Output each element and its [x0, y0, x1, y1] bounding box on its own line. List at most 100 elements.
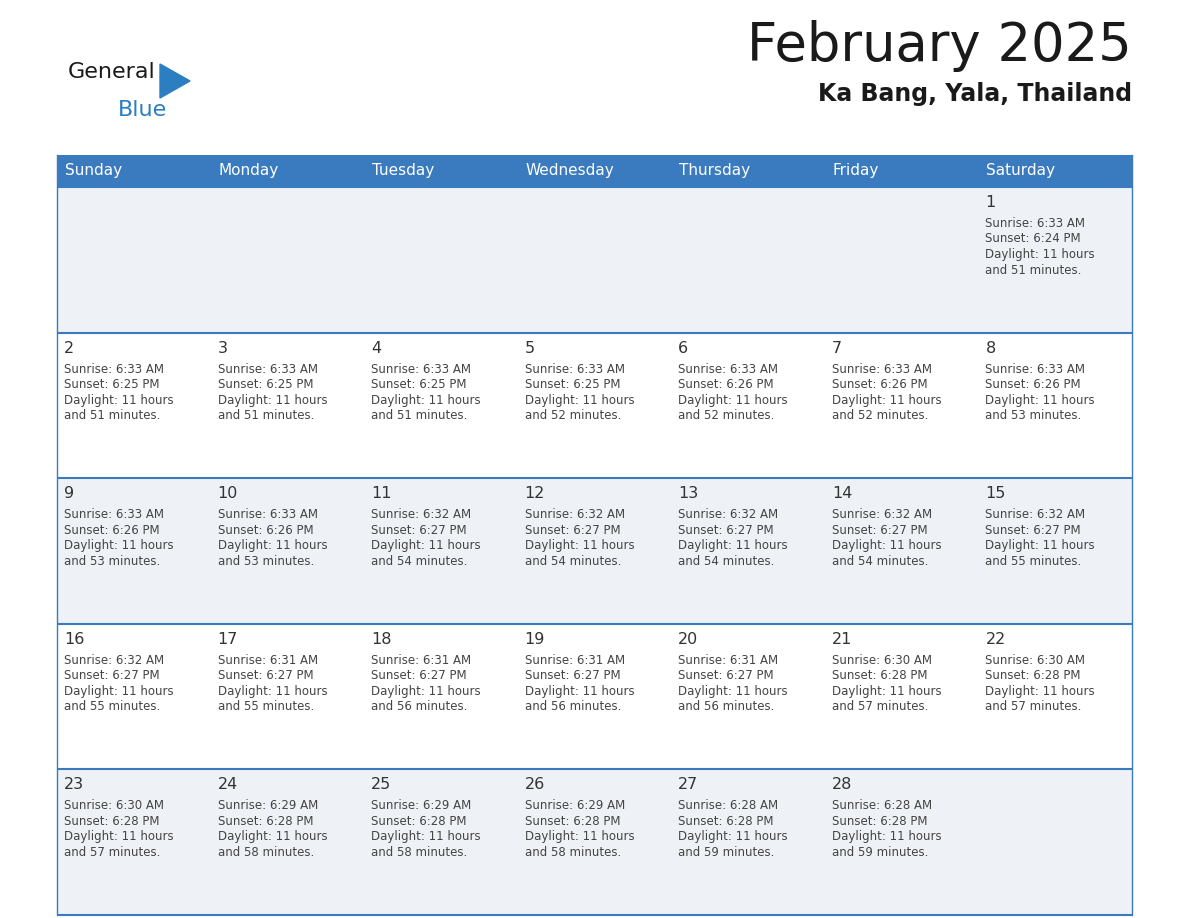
Text: and 54 minutes.: and 54 minutes.: [525, 554, 621, 567]
Bar: [824, 624, 979, 769]
Text: and 51 minutes.: and 51 minutes.: [371, 409, 468, 422]
Text: Daylight: 11 hours: Daylight: 11 hours: [371, 831, 481, 844]
Text: and 57 minutes.: and 57 minutes.: [64, 845, 160, 859]
Text: Saturday: Saturday: [986, 163, 1055, 178]
Bar: [57, 187, 210, 332]
Text: 18: 18: [371, 632, 392, 647]
Text: Wednesday: Wednesday: [526, 163, 614, 178]
Text: February 2025: February 2025: [747, 20, 1132, 72]
Text: 25: 25: [371, 778, 391, 792]
Text: Sunrise: 6:32 AM: Sunrise: 6:32 AM: [985, 509, 1086, 521]
Text: Sunset: 6:27 PM: Sunset: 6:27 PM: [217, 669, 314, 682]
Bar: [824, 478, 979, 624]
Text: Sunset: 6:27 PM: Sunset: 6:27 PM: [678, 669, 773, 682]
Text: Sunset: 6:26 PM: Sunset: 6:26 PM: [985, 378, 1081, 391]
Text: Daylight: 11 hours: Daylight: 11 hours: [832, 831, 941, 844]
Text: Sunrise: 6:32 AM: Sunrise: 6:32 AM: [832, 509, 931, 521]
Text: and 57 minutes.: and 57 minutes.: [832, 700, 928, 713]
Text: Daylight: 11 hours: Daylight: 11 hours: [525, 685, 634, 698]
Text: and 58 minutes.: and 58 minutes.: [217, 845, 314, 859]
Bar: [671, 624, 824, 769]
Text: Daylight: 11 hours: Daylight: 11 hours: [678, 831, 788, 844]
Text: Sunset: 6:25 PM: Sunset: 6:25 PM: [64, 378, 159, 391]
Text: Sunrise: 6:33 AM: Sunrise: 6:33 AM: [217, 509, 317, 521]
Text: and 53 minutes.: and 53 minutes.: [985, 409, 1082, 422]
Text: 16: 16: [64, 632, 84, 647]
Text: and 57 minutes.: and 57 minutes.: [985, 700, 1082, 713]
Text: Sunrise: 6:29 AM: Sunrise: 6:29 AM: [217, 800, 318, 812]
Text: Sunrise: 6:32 AM: Sunrise: 6:32 AM: [371, 509, 472, 521]
Text: Sunset: 6:27 PM: Sunset: 6:27 PM: [64, 669, 159, 682]
Text: Daylight: 11 hours: Daylight: 11 hours: [985, 539, 1095, 553]
Text: 14: 14: [832, 487, 852, 501]
Text: Sunrise: 6:33 AM: Sunrise: 6:33 AM: [64, 509, 164, 521]
Text: and 51 minutes.: and 51 minutes.: [217, 409, 314, 422]
Bar: [365, 624, 518, 769]
Bar: [824, 155, 979, 187]
Bar: [210, 769, 365, 915]
Bar: [518, 624, 671, 769]
Text: Thursday: Thursday: [680, 163, 751, 178]
Text: 10: 10: [217, 487, 238, 501]
Text: 15: 15: [985, 487, 1006, 501]
Bar: [210, 155, 365, 187]
Text: and 51 minutes.: and 51 minutes.: [64, 409, 160, 422]
Text: and 59 minutes.: and 59 minutes.: [832, 845, 928, 859]
Text: 9: 9: [64, 487, 74, 501]
Text: 4: 4: [371, 341, 381, 355]
Bar: [365, 187, 518, 332]
Text: and 58 minutes.: and 58 minutes.: [525, 845, 621, 859]
Text: Daylight: 11 hours: Daylight: 11 hours: [64, 685, 173, 698]
Text: Sunset: 6:28 PM: Sunset: 6:28 PM: [64, 815, 159, 828]
Bar: [210, 187, 365, 332]
Text: Sunrise: 6:33 AM: Sunrise: 6:33 AM: [985, 363, 1086, 375]
Text: Sunset: 6:27 PM: Sunset: 6:27 PM: [832, 523, 928, 537]
Text: Sunset: 6:25 PM: Sunset: 6:25 PM: [217, 378, 314, 391]
Bar: [210, 478, 365, 624]
Text: Daylight: 11 hours: Daylight: 11 hours: [217, 831, 327, 844]
Text: Sunset: 6:28 PM: Sunset: 6:28 PM: [832, 815, 928, 828]
Bar: [57, 769, 210, 915]
Text: Daylight: 11 hours: Daylight: 11 hours: [64, 539, 173, 553]
Bar: [671, 769, 824, 915]
Bar: [979, 478, 1132, 624]
Text: Sunset: 6:26 PM: Sunset: 6:26 PM: [678, 378, 773, 391]
Bar: [57, 332, 210, 478]
Text: Sunset: 6:28 PM: Sunset: 6:28 PM: [985, 669, 1081, 682]
Text: Sunrise: 6:32 AM: Sunrise: 6:32 AM: [525, 509, 625, 521]
Text: Sunday: Sunday: [65, 163, 122, 178]
Text: Daylight: 11 hours: Daylight: 11 hours: [678, 394, 788, 407]
Text: Sunrise: 6:30 AM: Sunrise: 6:30 AM: [64, 800, 164, 812]
Text: Sunrise: 6:33 AM: Sunrise: 6:33 AM: [217, 363, 317, 375]
Text: and 53 minutes.: and 53 minutes.: [217, 554, 314, 567]
Text: 24: 24: [217, 778, 238, 792]
Text: 3: 3: [217, 341, 228, 355]
Bar: [210, 624, 365, 769]
Text: Sunset: 6:26 PM: Sunset: 6:26 PM: [832, 378, 928, 391]
Text: Sunset: 6:28 PM: Sunset: 6:28 PM: [678, 815, 773, 828]
Text: 1: 1: [985, 195, 996, 210]
Text: Sunset: 6:27 PM: Sunset: 6:27 PM: [371, 523, 467, 537]
Text: 11: 11: [371, 487, 392, 501]
Text: Ka Bang, Yala, Thailand: Ka Bang, Yala, Thailand: [817, 82, 1132, 106]
Text: Daylight: 11 hours: Daylight: 11 hours: [217, 539, 327, 553]
Text: Daylight: 11 hours: Daylight: 11 hours: [371, 685, 481, 698]
Text: and 56 minutes.: and 56 minutes.: [525, 700, 621, 713]
Bar: [979, 624, 1132, 769]
Text: Daylight: 11 hours: Daylight: 11 hours: [371, 394, 481, 407]
Text: and 52 minutes.: and 52 minutes.: [678, 409, 775, 422]
Bar: [210, 332, 365, 478]
Text: and 53 minutes.: and 53 minutes.: [64, 554, 160, 567]
Bar: [671, 478, 824, 624]
Bar: [518, 155, 671, 187]
Bar: [824, 332, 979, 478]
Text: Sunrise: 6:29 AM: Sunrise: 6:29 AM: [525, 800, 625, 812]
Text: Sunrise: 6:30 AM: Sunrise: 6:30 AM: [985, 654, 1086, 666]
Text: Daylight: 11 hours: Daylight: 11 hours: [985, 685, 1095, 698]
Text: 23: 23: [64, 778, 84, 792]
Text: Daylight: 11 hours: Daylight: 11 hours: [371, 539, 481, 553]
Text: Daylight: 11 hours: Daylight: 11 hours: [525, 394, 634, 407]
Bar: [979, 332, 1132, 478]
Text: 6: 6: [678, 341, 688, 355]
Text: and 55 minutes.: and 55 minutes.: [985, 554, 1082, 567]
